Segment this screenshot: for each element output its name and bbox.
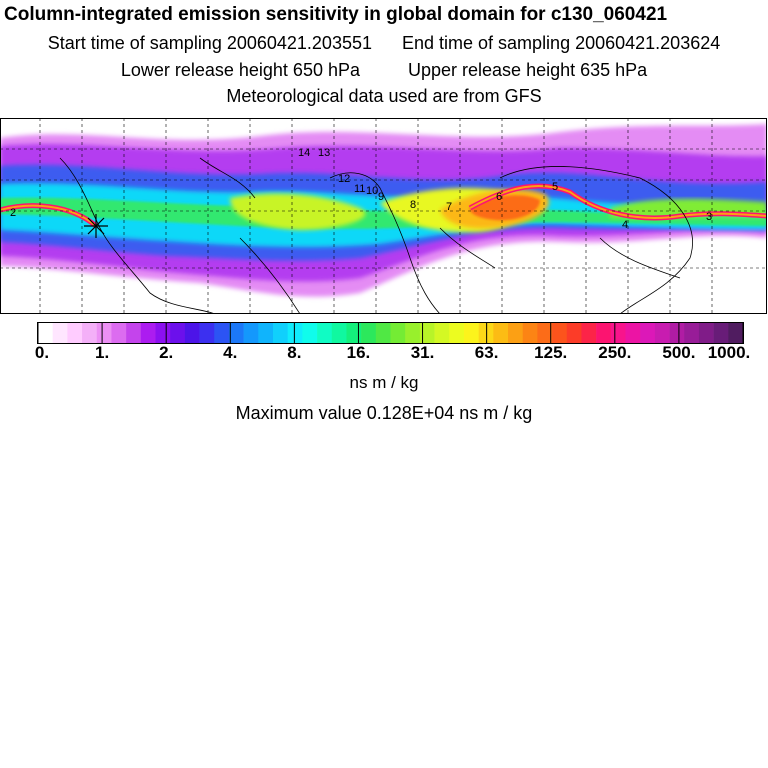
trajectory-label: 14 [298, 147, 310, 159]
colorbar-swatch [375, 323, 391, 343]
colorbar-swatch [728, 323, 744, 343]
trajectory-east-core [469, 184, 766, 219]
end-time-label: End time of sampling 20060421.203624 [402, 33, 721, 53]
colorbar-swatch [317, 323, 333, 343]
colorbar-swatch [140, 323, 156, 343]
release-marker [84, 214, 108, 238]
colorbar-swatch [434, 323, 450, 343]
trajectory-label: 7 [446, 201, 452, 213]
field-yellowgreen [230, 193, 366, 230]
colorbar-swatch [684, 323, 700, 343]
colorbar-swatch [82, 323, 98, 343]
colorbar-swatch [111, 323, 127, 343]
trajectory-label: 6 [496, 191, 502, 203]
colorbar-swatch [654, 323, 670, 343]
colorbar-swatch [126, 323, 142, 343]
lower-height-label: Lower release height 650 hPa [120, 60, 360, 80]
colorbar-tick-label: 63. [474, 343, 499, 362]
colorbar-swatch [228, 323, 244, 343]
colorbar-tick-label: 31. [410, 343, 435, 362]
colorbar-swatch [698, 323, 714, 343]
colorbar-swatch [52, 323, 68, 343]
colorbar-swatch [610, 323, 626, 343]
colorbar-swatch [419, 323, 435, 343]
colorbar-tick-label: 4. [223, 343, 238, 362]
colorbar-swatch [287, 323, 303, 343]
colorbar-swatch [199, 323, 215, 343]
colorbar-ticks: 0. 1. 2. 4. 8. 16. 31. 63. 125. 250. 500. 1000. [0, 343, 768, 365]
colorbar-swatch [214, 323, 230, 343]
coastlines [59, 157, 693, 313]
maximum-value-label: Maximum value 0.128E+04 ns m / kg [235, 403, 533, 423]
colorbar-swatch [302, 323, 318, 343]
colorbar-tick-label: 1000. [707, 343, 751, 362]
met-data-label: Meteorological data used are from GFS [226, 86, 542, 106]
colorbar-swatch [669, 323, 685, 343]
colorbar-tick-label: 0. [34, 343, 50, 362]
colorbar-swatch [405, 323, 421, 343]
colorbar-swatch [596, 323, 612, 343]
colorbar-swatch [713, 323, 729, 343]
colorbar-tick-label: 8. [287, 343, 302, 362]
colorbar-tick-label: 500. [662, 343, 696, 362]
trajectory-label: 5 [552, 181, 558, 193]
sampling-times: Start time of sampling 20060421.203551 En… [0, 33, 768, 54]
trajectory-label: 10 [366, 185, 378, 197]
colorbar-tick-label: 2. [159, 343, 174, 362]
trajectory-label: 12 [338, 173, 350, 185]
colorbar-swatch [566, 323, 582, 343]
colorbar-swatch [463, 323, 479, 343]
field-green [1, 197, 766, 229]
map-frame [0, 118, 767, 314]
trajectory-label: 9 [378, 191, 384, 203]
colorbar-swatch [155, 323, 171, 343]
trajectory-label: 4 [622, 219, 628, 231]
colorbar-swatch [449, 323, 465, 343]
colorbar-swatch [537, 323, 553, 343]
colorbar-tick-label: 1. [94, 343, 110, 362]
colorbar-swatch [478, 323, 494, 343]
colorbar-swatch [67, 323, 83, 343]
map-field: 2 14 13 12 11 10 9 8 7 6 5 4 3 [1, 119, 766, 313]
trajectory-label: 2 [10, 207, 16, 219]
graticule [1, 119, 766, 313]
colorbar-swatch [273, 323, 288, 343]
trajectory-label: 13 [318, 147, 330, 159]
colorbar-tick-label: 250. [598, 343, 632, 362]
trajectory-label: 8 [410, 199, 416, 211]
units-label: ns m / kg [349, 373, 419, 392]
upper-height-label: Upper release height 635 hPa [408, 60, 648, 80]
colorbar-swatch [361, 323, 377, 343]
colorbar-frame [37, 322, 744, 344]
colorbar-swatch [243, 323, 259, 343]
colorbar-swatch [346, 323, 362, 343]
trajectory-label: 3 [706, 211, 712, 223]
colorbar-swatch [331, 323, 347, 343]
colorbar-tick-label: 16. [346, 343, 371, 362]
colorbar-swatch [508, 323, 523, 343]
colorbar-swatch [170, 323, 186, 343]
plot-title: Column-integrated emission sensitivity i… [4, 4, 668, 25]
trajectory-label: 11 [354, 183, 365, 195]
colorbar-swatch [493, 323, 509, 343]
colorbar-swatch [581, 323, 597, 343]
colorbar-swatch [640, 323, 656, 343]
sensitivity-map: 2 14 13 12 11 10 9 8 7 6 5 4 3 [0, 118, 767, 314]
colorbar-swatch [390, 323, 406, 343]
trajectory-labels: 2 14 13 12 11 10 9 8 7 6 5 4 3 [10, 147, 712, 231]
colorbar-swatch [38, 323, 53, 343]
colorbar-swatch [96, 323, 112, 343]
start-time-label: Start time of sampling 20060421.203551 [47, 33, 372, 53]
trajectory-west-core [1, 204, 97, 227]
colorbar-swatch [258, 323, 274, 343]
colorbar-swatch [522, 323, 538, 343]
colorbar-swatch [552, 323, 568, 343]
colorbar-tick-label: 125. [534, 343, 568, 362]
colorbar-swatch [625, 323, 641, 343]
release-heights: Lower release height 650 hPa Upper releas… [0, 60, 768, 81]
colorbar-swatch [184, 323, 200, 343]
colorbar [37, 322, 744, 344]
